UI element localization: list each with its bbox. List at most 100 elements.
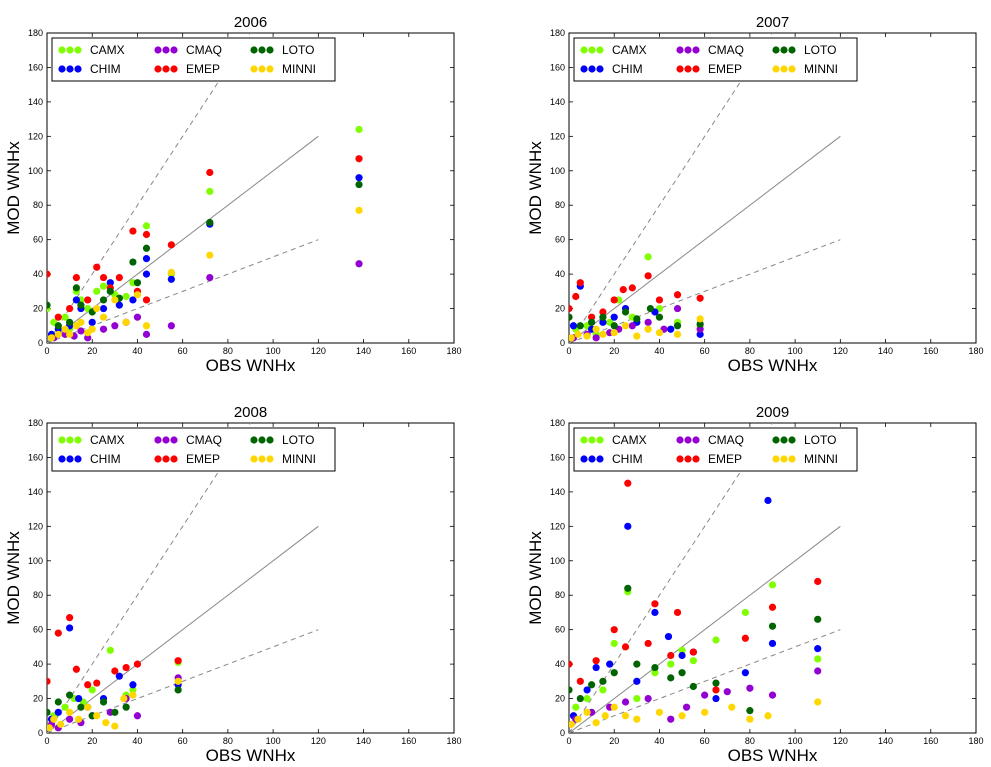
x-tick-label: 60 xyxy=(700,736,710,746)
data-point-emep xyxy=(673,608,682,617)
legend-marker-chim xyxy=(580,455,588,463)
data-point-loto xyxy=(129,258,137,266)
data-point-camx xyxy=(142,222,151,230)
data-point-emep xyxy=(142,296,151,304)
y-tick-label: 40 xyxy=(33,659,43,669)
data-point-camx xyxy=(644,253,652,261)
series-camx xyxy=(572,581,822,711)
legend-marker-emep xyxy=(676,455,684,463)
legend-label-minni: MINNI xyxy=(282,62,316,76)
data-point-emep xyxy=(592,657,600,665)
data-point-minni xyxy=(569,334,575,342)
x-tick-label: 80 xyxy=(745,736,755,746)
data-point-minni xyxy=(583,332,591,340)
x-tick-label: 180 xyxy=(446,346,461,356)
x-tick-label: 40 xyxy=(132,736,142,746)
legend-label-camx: CAMX xyxy=(90,433,125,447)
data-point-emep xyxy=(72,665,80,673)
legend-label-camx: CAMX xyxy=(90,43,125,57)
data-point-chim xyxy=(592,663,600,672)
legend-marker-minni xyxy=(780,65,788,73)
y-tick-label: 80 xyxy=(33,590,43,600)
chart-title: 2008 xyxy=(234,404,267,421)
reference-line-dashed xyxy=(569,33,774,343)
series-minni xyxy=(47,206,363,342)
data-point-minni xyxy=(133,291,142,299)
x-tick-label: 20 xyxy=(87,736,97,746)
x-tick-label: 160 xyxy=(401,346,416,356)
data-point-emep xyxy=(667,651,675,660)
series-loto xyxy=(47,686,182,720)
legend-label-cmaq: CMAQ xyxy=(186,433,222,447)
chart-title: 2009 xyxy=(756,404,789,421)
data-point-camx xyxy=(572,703,580,711)
legend-marker-cmaq xyxy=(676,436,684,444)
reference-line-dashed xyxy=(569,239,841,343)
legend-marker-cmaq xyxy=(162,46,170,54)
legend-marker-loto xyxy=(788,436,796,444)
data-point-chim xyxy=(355,174,363,182)
data-point-camx xyxy=(122,292,130,301)
data-point-loto xyxy=(651,663,659,672)
data-point-emep xyxy=(72,273,80,282)
data-point-emep xyxy=(54,629,62,637)
legend-label-camx: CAMX xyxy=(612,433,647,447)
data-point-chim xyxy=(75,694,83,703)
data-point-cmaq xyxy=(66,715,74,723)
data-point-camx xyxy=(633,694,641,703)
legend-marker-camx xyxy=(596,436,604,444)
data-point-chim xyxy=(167,275,175,283)
data-point-cmaq xyxy=(99,325,108,333)
x-tick-label: 120 xyxy=(833,346,848,356)
data-point-minni xyxy=(120,694,128,703)
data-point-loto xyxy=(99,698,108,706)
series-cmaq xyxy=(50,260,363,342)
y-tick-label: 80 xyxy=(555,200,565,210)
data-point-emep xyxy=(122,663,130,672)
y-tick-label: 180 xyxy=(550,28,565,38)
data-point-emep xyxy=(93,679,101,687)
data-point-cmaq xyxy=(768,691,777,699)
legend-box xyxy=(51,427,336,472)
data-point-loto xyxy=(768,622,777,630)
y-tick-label: 100 xyxy=(550,556,565,566)
legend-marker-cmaq xyxy=(692,436,700,444)
data-point-camx xyxy=(106,646,114,654)
data-point-chim xyxy=(99,304,108,313)
legend-marker-minni xyxy=(258,65,266,73)
reference-line-1to1 xyxy=(569,135,841,343)
y-tick-label: 160 xyxy=(550,452,565,462)
y-tick-label: 0 xyxy=(560,728,565,738)
y-tick-label: 160 xyxy=(550,62,565,72)
x-tick-label: 140 xyxy=(878,736,893,746)
data-point-minni xyxy=(56,720,65,728)
data-point-emep xyxy=(84,296,92,304)
data-point-cmaq xyxy=(644,318,652,326)
series-minni xyxy=(569,315,704,342)
data-point-camx xyxy=(129,686,137,694)
x-tick-label: 160 xyxy=(923,346,938,356)
data-point-emep xyxy=(47,677,51,685)
data-point-loto xyxy=(66,691,74,699)
data-point-emep xyxy=(624,479,632,487)
legend-marker-minni xyxy=(266,65,274,73)
legend-marker-chim xyxy=(596,455,604,463)
legend-marker-loto xyxy=(780,436,788,444)
x-tick-label: 140 xyxy=(878,346,893,356)
legend-marker-loto xyxy=(772,436,780,444)
series-minni xyxy=(47,677,182,732)
y-tick-label: 180 xyxy=(550,418,565,428)
data-point-minni xyxy=(111,722,119,730)
legend-label-emep: EMEP xyxy=(186,62,220,76)
data-point-minni xyxy=(142,322,151,330)
y-tick-label: 80 xyxy=(555,590,565,600)
y-tick-label: 140 xyxy=(550,97,565,107)
data-point-minni xyxy=(583,708,591,716)
x-tick-label: 80 xyxy=(223,346,233,356)
data-point-loto xyxy=(678,669,686,677)
legend-marker-minni xyxy=(258,455,266,463)
series-loto xyxy=(569,304,704,330)
y-tick-label: 60 xyxy=(555,625,565,635)
y-tick-label: 120 xyxy=(28,521,43,531)
data-point-chim xyxy=(129,681,137,689)
